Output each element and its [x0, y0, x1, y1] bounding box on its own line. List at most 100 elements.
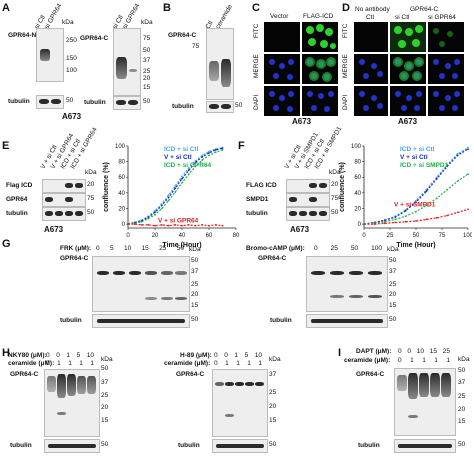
panel-f-letter: F [238, 140, 245, 152]
panel-h-left-blot [44, 369, 100, 437]
series-line [363, 173, 469, 225]
data-point [425, 190, 428, 193]
panel-b-blot [206, 28, 234, 100]
kda-tick: 25 [389, 281, 397, 288]
dose: 10 [123, 245, 132, 252]
data-point [181, 224, 183, 227]
panel-a-blot1-lane2: si GPR64 [43, 2, 64, 31]
data-point [187, 223, 190, 226]
panel-h-left-tubulin [44, 439, 100, 453]
panel-g-letter: G [2, 238, 11, 250]
data-point [214, 151, 217, 154]
x-tick-label: 0 [362, 233, 366, 239]
panel-g-left-loading-label: tubulin [60, 317, 82, 324]
data-point [415, 210, 417, 213]
panel-d-row2: MERGE [342, 54, 349, 78]
panel-h-right-tubulin [212, 439, 268, 453]
panel-f-tubulin-blot [286, 207, 330, 221]
kda-tick: 37 [143, 57, 151, 64]
panel-h-left-cer-doses: 0 1 1 1 1 [46, 360, 94, 368]
data-point [167, 194, 170, 197]
data-point [208, 154, 210, 157]
panel-e-gpr64-blot [42, 193, 86, 207]
dose: 10 [416, 348, 424, 355]
kda-tick: 50 [66, 97, 74, 104]
panel-h-left-label: GPR64-C [10, 371, 39, 378]
kda-tick: 100 [66, 67, 77, 74]
panel-h-right-treatment: H-89 (μM): [180, 352, 212, 359]
data-point [383, 220, 386, 223]
kda-tick: 15 [269, 417, 277, 424]
panel-h-left-doses: 0 0 1 5 10 [46, 352, 94, 360]
data-point [181, 175, 183, 178]
data-point [435, 177, 438, 180]
data-point [208, 224, 210, 227]
kda-tick: 20 [331, 181, 339, 188]
data-point [456, 180, 459, 183]
data-point [446, 214, 449, 217]
data-point [363, 223, 365, 225]
x-tick-label: 40 [179, 233, 186, 239]
panel-e-letter: E [2, 140, 10, 152]
panel-b-loading-label: tubulin [172, 103, 194, 110]
dose: 25 [330, 245, 338, 252]
panel-i-ceramide: ceramide (μM): [344, 357, 391, 364]
y-tick-label: 0 [358, 222, 362, 228]
dose: 1 [236, 360, 240, 367]
kda-unit-label: kDa [62, 19, 74, 26]
dose: 0 [314, 245, 318, 252]
panel-e-row3: tubulin [6, 210, 28, 217]
data-point [221, 147, 224, 150]
kda-tick: 50 [143, 98, 151, 105]
kda-tick: 75 [192, 43, 200, 50]
y-tick-label: 40 [118, 191, 125, 197]
kda-tick: 50 [458, 367, 466, 374]
data-point [404, 215, 407, 218]
dose: 1 [68, 360, 72, 367]
panel-f-flag-blot [286, 179, 330, 193]
data-point [140, 223, 143, 226]
data-point [187, 166, 190, 169]
kda-unit-label: kDa [85, 169, 97, 176]
dose: 50 [350, 245, 359, 252]
dose: 100 [371, 245, 382, 252]
data-point [140, 220, 143, 223]
kda-unit-label: kDa [458, 356, 470, 363]
panel-b-label: GPR64-C [168, 32, 197, 39]
panel-d-col3: si GPR64 [428, 14, 456, 21]
kda-tick: 37 [458, 379, 466, 386]
panel-d-micrographs [354, 22, 464, 116]
kda-tick: 50 [191, 316, 199, 323]
data-point [208, 152, 210, 154]
kda-tick: 50 [458, 441, 466, 448]
panel-e-row1: Flag ICD [6, 182, 33, 189]
panel-g-right-tubulin [306, 314, 388, 328]
dose: 25 [442, 348, 450, 355]
data-point [174, 191, 177, 193]
kda-unit-label: kDa [141, 19, 153, 26]
series-label: V + si Ctl [164, 154, 192, 161]
data-point [383, 222, 386, 225]
dose: 1 [225, 360, 229, 367]
dose: 1 [66, 352, 70, 359]
panel-a-blot2-lane2: si GPR64 [121, 2, 142, 31]
panel-g-right-blot [306, 256, 388, 312]
data-point [373, 223, 376, 225]
panel-a-letter: A [2, 2, 10, 14]
kda-tick: 15 [101, 417, 109, 424]
dose: 0 [407, 348, 411, 355]
panel-e-flag-blot [42, 179, 86, 193]
data-point [174, 223, 177, 226]
kda-tick: 25 [191, 281, 199, 288]
kda-tick: 150 [66, 55, 77, 62]
x-tick-label: 25 [387, 233, 394, 239]
y-tick-label: 60 [118, 175, 125, 181]
dose: 0 [96, 245, 100, 252]
panel-b-tubulin [206, 101, 234, 113]
data-point [160, 223, 163, 226]
dose: 10 [254, 352, 262, 359]
data-point [194, 224, 197, 227]
panel-h-left-ceramide: ceramide (μM): [8, 360, 55, 367]
panel-h-right-loading-label: tubulin [178, 442, 200, 449]
y-tick-label: 40 [354, 191, 361, 197]
